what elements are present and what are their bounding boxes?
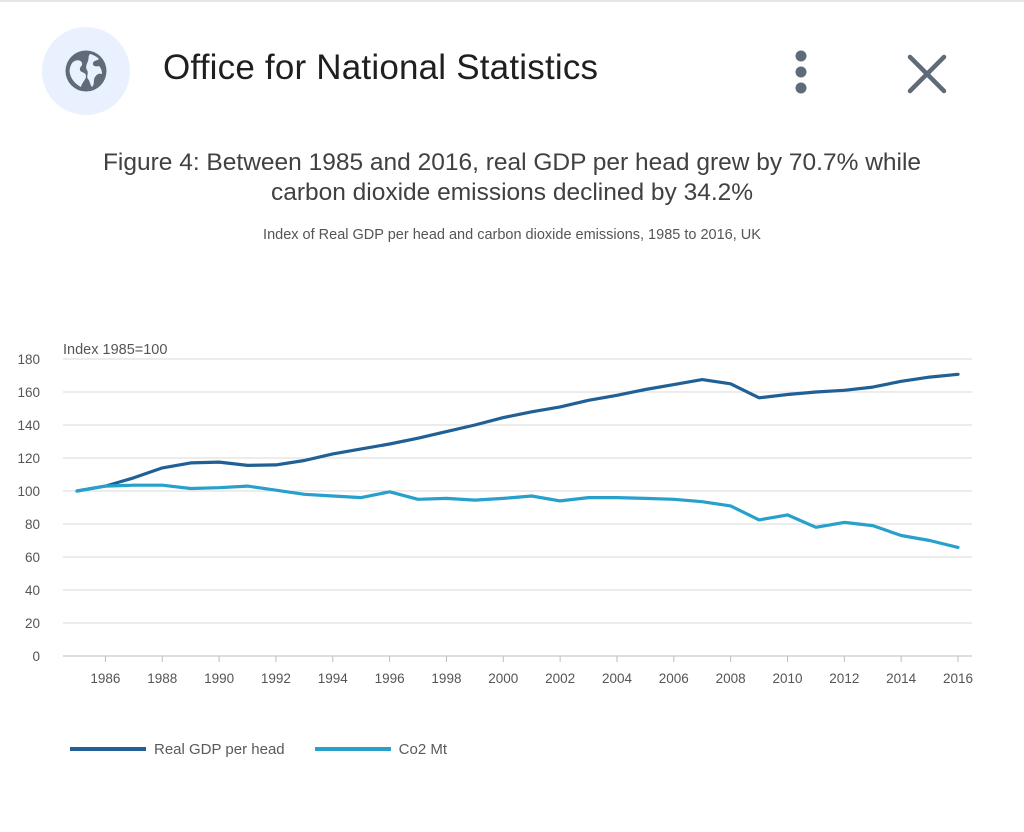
chart-legend: Real GDP per head Co2 Mt	[70, 737, 477, 761]
legend-swatch-co2	[314, 747, 391, 751]
site-title: Office for National Statistics	[163, 48, 599, 87]
x-tick-label: 1986	[90, 671, 120, 686]
x-tick-label: 2002	[545, 671, 575, 686]
x-tick-label: 2016	[943, 671, 973, 686]
figure-title-line-1: Figure 4: Between 1985 and 2016, real GD…	[102, 149, 922, 176]
y-tick-label: 120	[17, 451, 40, 466]
series-lines	[75, 372, 960, 550]
x-tick-label: 1992	[261, 671, 291, 686]
top-border-line	[0, 0, 1024, 2]
x-tick-label: 2006	[659, 671, 689, 686]
x-tick-label: 1996	[375, 671, 405, 686]
y-tick-label: 40	[25, 583, 40, 598]
figure-subtitle: Index of Real GDP per head and carbon di…	[263, 227, 761, 243]
line-chart: 0 20 40 60 80 100 120 140 160 180 1986 1988 1990 1992…	[17, 342, 973, 686]
y-tick-label: 60	[25, 550, 40, 565]
legend-item-gdp: Real GDP per head	[70, 741, 285, 758]
x-tick-label: 2004	[602, 671, 633, 686]
x-tick-label: 1994	[318, 671, 349, 686]
x-tick-label: 2008	[716, 671, 746, 686]
y-axis-label: Index 1985=100	[63, 342, 167, 358]
x-tick-label: 2010	[772, 671, 802, 686]
more-vert-icon[interactable]	[784, 46, 818, 100]
y-tick-label: 80	[25, 517, 40, 532]
legend-label-co2: Co2 Mt	[398, 740, 447, 758]
figure-title: Figure 4: Between 1985 and 2016, real GD…	[0, 148, 1024, 208]
y-tick-label: 100	[17, 484, 40, 499]
figure-title-line-2: carbon dioxide emissions declined by 34.…	[270, 179, 754, 206]
series-line-gdp	[75, 372, 960, 493]
x-tick-label: 1998	[431, 671, 461, 686]
app-header: Office for National Statistics	[0, 0, 1024, 140]
y-tick-label: 0	[32, 649, 40, 664]
series-line-co2	[75, 483, 960, 550]
y-tick-label: 160	[17, 385, 40, 400]
x-tick-label: 2012	[829, 671, 859, 686]
axis-ticks: 0 20 40 60 80 100 120 140 160 180 1986 1988 1990 1992…	[17, 352, 973, 686]
globe-button[interactable]	[42, 27, 130, 115]
x-tick-label: 2014	[886, 671, 917, 686]
x-tick-label: 1988	[147, 671, 177, 686]
globe-icon	[65, 50, 107, 92]
gridlines	[63, 358, 972, 657]
y-tick-label: 140	[17, 418, 40, 433]
x-tick-label: 1990	[204, 671, 234, 686]
y-tick-label: 180	[17, 352, 40, 367]
x-tick-label: 2000	[488, 671, 518, 686]
close-icon[interactable]	[900, 47, 954, 101]
legend-item-co2: Co2 Mt	[314, 740, 447, 758]
legend-swatch-gdp	[70, 747, 146, 751]
legend-label-gdp: Real GDP per head	[154, 740, 285, 758]
y-tick-label: 20	[25, 616, 40, 631]
